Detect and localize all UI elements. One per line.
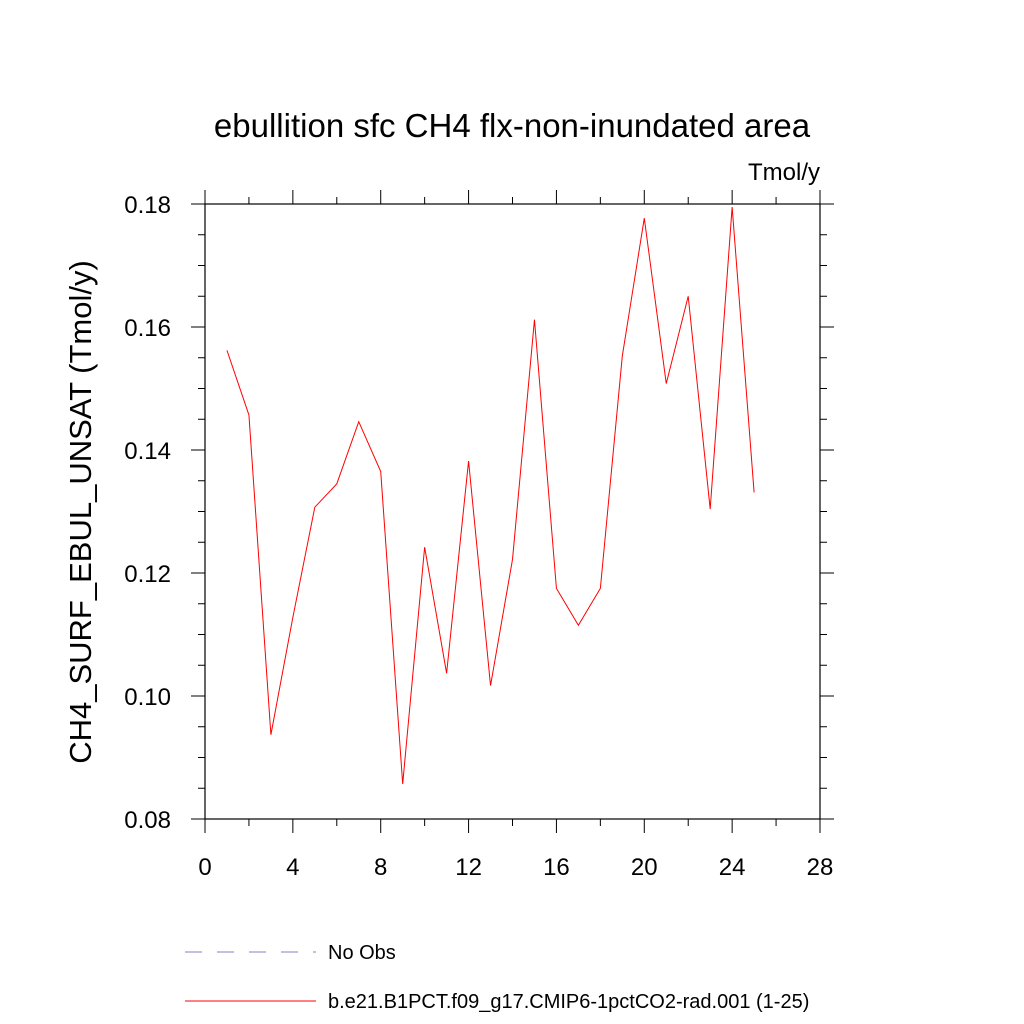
- y-tick-label: 0.10: [124, 684, 171, 711]
- x-tick-label: 8: [374, 854, 387, 881]
- axis-tick-labels: 0 4 8 12 16 20 24 28 0.08 0.10 0.12 0.14 0.16 0.18: [124, 192, 833, 881]
- x-tick-label: 12: [455, 854, 482, 881]
- series-line: [226, 207, 755, 784]
- x-tick-label: 24: [719, 854, 746, 881]
- legend-label-series: b.e21.B1PCT.f09_g17.CMIP6-1pctCO2-rad.00…: [328, 991, 809, 1013]
- units-label: Tmol/y: [748, 159, 820, 186]
- y-tick-label: 0.16: [124, 315, 171, 342]
- x-tick-label: 28: [807, 854, 834, 881]
- series-group: [226, 207, 755, 784]
- plot-frame: [204, 203, 821, 820]
- legend: No Obs b.e21.B1PCT.f09_g17.CMIP6-1pctCO2…: [185, 942, 809, 1013]
- y-axis-label: CH4_SURF_EBUL_UNSAT (Tmol/y): [63, 260, 98, 764]
- y-tick-label: 0.12: [124, 561, 171, 588]
- legend-label-no-obs: No Obs: [328, 942, 396, 964]
- x-tick-label: 0: [198, 854, 211, 881]
- y-tick-label: 0.08: [124, 807, 171, 834]
- axis-ticks: [191, 190, 834, 833]
- y-tick-label: 0.18: [124, 192, 171, 219]
- chart-title: ebullition sfc CH4 flx-non-inundated are…: [214, 107, 811, 144]
- x-tick-label: 16: [543, 854, 570, 881]
- y-tick-label: 0.14: [124, 438, 171, 465]
- x-tick-label: 4: [286, 854, 299, 881]
- x-tick-label: 20: [631, 854, 658, 881]
